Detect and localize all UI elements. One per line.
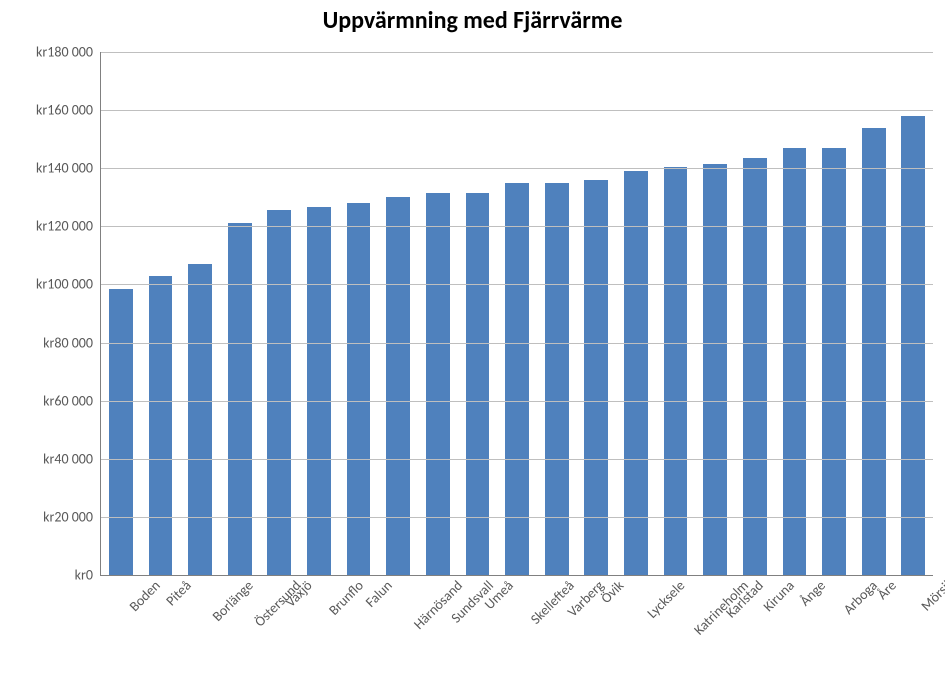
y-tick-label: kr160 000 bbox=[36, 102, 101, 119]
gridline bbox=[101, 52, 933, 53]
bar-slot: Boden bbox=[101, 52, 141, 575]
x-tick-label: Boden bbox=[126, 577, 164, 615]
x-tick-label: Ånge bbox=[797, 577, 829, 609]
bar-slot: Växjö bbox=[260, 52, 300, 575]
bar-slot: Katrineholm bbox=[656, 52, 696, 575]
bar-slot: Skellefteå bbox=[497, 52, 537, 575]
x-tick-label: Arboga bbox=[840, 577, 881, 618]
bar bbox=[188, 264, 212, 575]
bar-slot: Karlstad bbox=[695, 52, 735, 575]
plot-area: BodenPiteåBorlängeÖstersundVäxjöBrunfloF… bbox=[100, 52, 933, 576]
gridline bbox=[101, 459, 933, 460]
gridline bbox=[101, 284, 933, 285]
y-tick-label: kr0 bbox=[75, 567, 101, 584]
gridline bbox=[101, 226, 933, 227]
x-tick-label: Åre bbox=[873, 577, 899, 603]
gridline bbox=[101, 343, 933, 344]
x-tick-label: Borlänge bbox=[209, 577, 257, 625]
bar bbox=[901, 116, 925, 575]
bar-slot: Östersund bbox=[220, 52, 260, 575]
bar-slot: Brunflo bbox=[299, 52, 339, 575]
bar bbox=[267, 210, 291, 575]
bar bbox=[347, 203, 371, 575]
bar bbox=[664, 167, 688, 575]
bar-slot: Åre bbox=[854, 52, 894, 575]
bar bbox=[822, 148, 846, 575]
bar bbox=[307, 207, 331, 575]
x-tick-label: Piteå bbox=[163, 577, 195, 609]
gridline bbox=[101, 517, 933, 518]
bars-group: BodenPiteåBorlängeÖstersundVäxjöBrunfloF… bbox=[101, 52, 933, 575]
x-tick-label: Brunflo bbox=[325, 577, 367, 619]
y-tick-label: kr80 000 bbox=[43, 334, 101, 351]
y-tick-label: kr140 000 bbox=[36, 160, 101, 177]
y-tick-label: kr100 000 bbox=[36, 276, 101, 293]
bar-slot: Falun bbox=[339, 52, 379, 575]
bar-slot: Lycksele bbox=[616, 52, 656, 575]
bar-slot: Varberg bbox=[537, 52, 577, 575]
x-tick-label: Övik bbox=[598, 577, 628, 607]
x-tick-label: Mörsil bbox=[918, 577, 945, 614]
bar bbox=[862, 128, 886, 575]
x-tick-label: Lycksele bbox=[643, 577, 688, 622]
bar bbox=[109, 289, 133, 575]
bar-slot: Kiruna bbox=[735, 52, 775, 575]
chart-container: Uppvärmning med Fjärrvärme BodenPiteåBor… bbox=[0, 0, 945, 684]
gridline bbox=[101, 110, 933, 111]
bar-slot: Mörsil bbox=[894, 52, 934, 575]
gridline bbox=[101, 401, 933, 402]
bar-slot: Borlänge bbox=[180, 52, 220, 575]
bar bbox=[149, 276, 173, 575]
bar bbox=[783, 148, 807, 575]
chart-title: Uppvärmning med Fjärrvärme bbox=[0, 6, 945, 35]
bar bbox=[743, 158, 767, 575]
bar bbox=[584, 180, 608, 575]
y-tick-label: kr120 000 bbox=[36, 218, 101, 235]
bar bbox=[624, 171, 648, 575]
bar-slot: Härnösand bbox=[378, 52, 418, 575]
y-tick-label: kr180 000 bbox=[36, 44, 101, 61]
gridline bbox=[101, 168, 933, 169]
y-tick-label: kr60 000 bbox=[43, 392, 101, 409]
x-tick-label: Falun bbox=[362, 577, 396, 611]
bar-slot: Övik bbox=[577, 52, 617, 575]
bar-slot: Ånge bbox=[775, 52, 815, 575]
bar-slot: Piteå bbox=[141, 52, 181, 575]
bar-slot: Umeå bbox=[458, 52, 498, 575]
y-tick-label: kr40 000 bbox=[43, 450, 101, 467]
bar-slot: Arboga bbox=[814, 52, 854, 575]
bar-slot: Sundsvall bbox=[418, 52, 458, 575]
y-tick-label: kr20 000 bbox=[43, 508, 101, 525]
bar bbox=[386, 197, 410, 575]
bar bbox=[228, 223, 252, 575]
x-tick-label: Kiruna bbox=[760, 577, 798, 615]
